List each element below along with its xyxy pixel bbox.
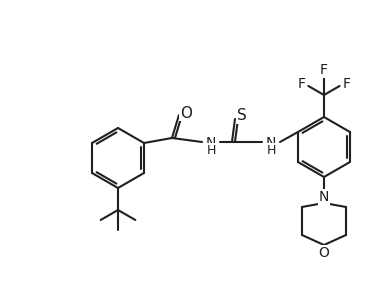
Text: F: F — [343, 77, 350, 91]
Text: N: N — [206, 136, 216, 150]
Text: S: S — [237, 108, 247, 124]
Text: O: O — [319, 246, 329, 260]
Text: H: H — [266, 144, 276, 156]
Text: O: O — [180, 105, 192, 120]
Text: F: F — [320, 63, 328, 77]
Text: N: N — [319, 190, 329, 204]
Text: F: F — [298, 77, 305, 91]
Text: H: H — [206, 144, 216, 156]
Text: N: N — [266, 136, 276, 150]
